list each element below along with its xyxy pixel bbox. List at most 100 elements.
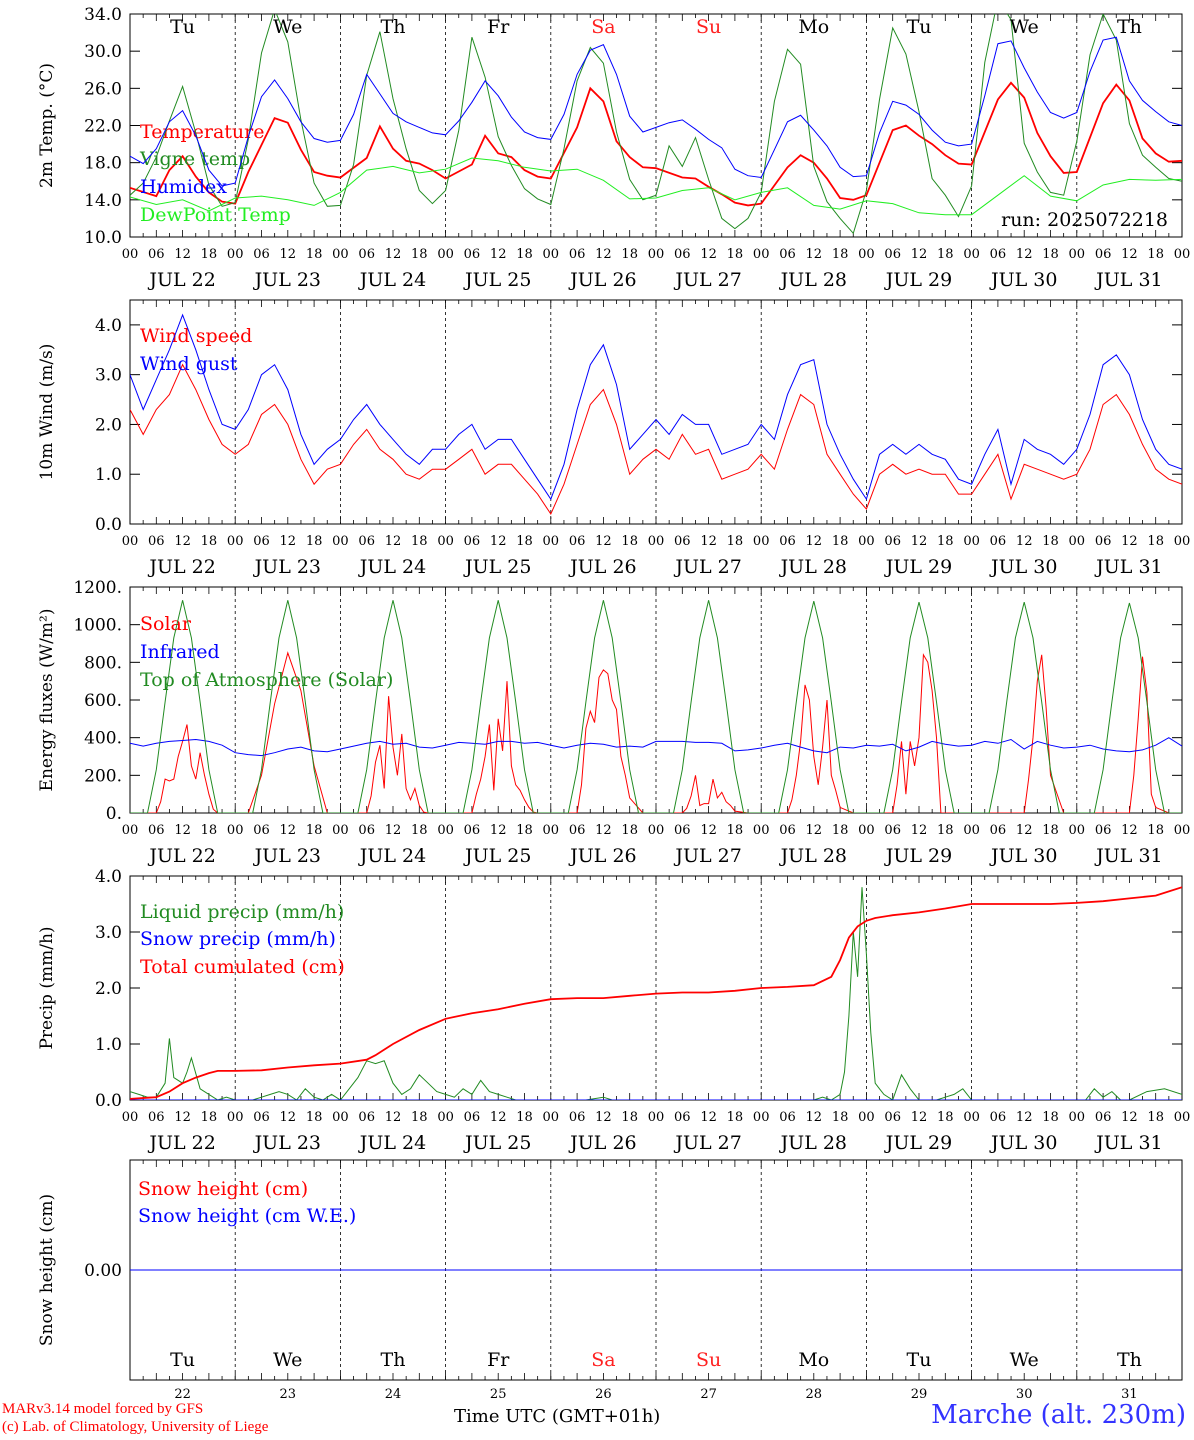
x-tick-label: 00 [332, 534, 349, 549]
x-tick-label: 12 [595, 534, 612, 549]
x-tick-label: 12 [174, 1110, 191, 1125]
x-tick-label: 00 [437, 1110, 454, 1125]
legend-entry: Solar [140, 613, 192, 635]
x-tick-label: 12 [385, 247, 402, 262]
x-tick-label: 00 [1174, 823, 1191, 838]
x-tick-label: 00 [1174, 1110, 1191, 1125]
x-tick-label: 00 [648, 1110, 665, 1125]
x-tick-label: 12 [911, 823, 928, 838]
date-label: JUL 27 [673, 1132, 741, 1154]
x-tick-label: 06 [884, 534, 901, 549]
x-tick-label: 00 [1069, 823, 1086, 838]
x-tick-label: 12 [1016, 823, 1033, 838]
date-label: JUL 30 [989, 845, 1057, 867]
x-tick-label: 18 [306, 534, 323, 549]
x-tick-label: 18 [411, 247, 428, 262]
x-tick-label: 18 [832, 247, 849, 262]
date-label: JUL 27 [673, 269, 741, 291]
x-tick-label: 18 [1147, 823, 1164, 838]
x-tick-label: 18 [201, 247, 218, 262]
x-tick-label: 00 [227, 534, 244, 549]
day-name-top: Fr [487, 16, 510, 38]
x-tick-label: 18 [201, 534, 218, 549]
y-tick-label: 10.0 [84, 228, 122, 248]
series-line [130, 886, 1182, 1100]
y-tick-label: 0.0 [95, 1091, 122, 1111]
date-label: JUL 25 [463, 269, 531, 291]
x-tick-label: 18 [727, 534, 744, 549]
y-tick-label: 22.0 [84, 117, 122, 137]
y-tick-label: 2.0 [95, 979, 122, 999]
legend-entry: Snow precip (mm/h) [140, 928, 336, 950]
date-label: JUL 23 [253, 269, 321, 291]
x-tick-label: 00 [648, 534, 665, 549]
x-tick-label: 18 [516, 247, 533, 262]
x-tick-label: 12 [595, 247, 612, 262]
x-tick-label: 12 [911, 534, 928, 549]
x-tick-label: 06 [148, 247, 165, 262]
x-tick-label: 06 [253, 1110, 270, 1125]
day-name-bottom: Fr [487, 1349, 510, 1371]
date-label: JUL 31 [1094, 269, 1162, 291]
x-tick-label: 18 [621, 247, 638, 262]
y-tick-label: 200. [84, 766, 122, 786]
x-tick-label: 00 [753, 247, 770, 262]
x-tick-label: 00 [227, 1110, 244, 1125]
x-tick-label: 12 [700, 823, 717, 838]
series-line [130, 737, 1182, 757]
series-line [130, 157, 1182, 216]
day-name-bottom: Th [381, 1349, 406, 1371]
series-line [130, 600, 1182, 813]
x-tick-label: 12 [595, 823, 612, 838]
y-tick-label: 0.0 [95, 515, 122, 535]
x-tick-label: 06 [148, 1110, 165, 1125]
x-tick-label: 18 [516, 534, 533, 549]
date-label: JUL 24 [358, 556, 426, 578]
x-tick-label: 18 [727, 247, 744, 262]
day-name-bottom: Su [696, 1349, 721, 1371]
x-tick-label: 06 [674, 1110, 691, 1125]
x-tick-label: 12 [1016, 534, 1033, 549]
x-tick-label: 00 [122, 247, 139, 262]
x-tick-label: 18 [621, 1110, 638, 1125]
x-tick-label: 06 [464, 1110, 481, 1125]
y-tick-label: 800. [84, 653, 122, 673]
x-tick-label: 00 [437, 247, 454, 262]
date-label: JUL 31 [1094, 845, 1162, 867]
y-axis-title: 10m Wind (m/s) [37, 344, 57, 481]
date-label: JUL 25 [463, 556, 531, 578]
y-tick-label: 0.00 [84, 1261, 122, 1281]
x-tick-label: 00 [543, 247, 560, 262]
x-tick-label: 06 [569, 1110, 586, 1125]
date-label: JUL 22 [147, 845, 215, 867]
y-axis-title: Energy fluxes (W/m²) [37, 609, 57, 792]
day-name-top: Tu [907, 16, 932, 38]
x-tick-label: 06 [884, 247, 901, 262]
x-tick-label: 12 [385, 823, 402, 838]
legend-entry: DewPoint Temp [140, 204, 291, 226]
x-tick-label: 18 [201, 1110, 218, 1125]
station-name: Marche (alt. 230m) [931, 1400, 1186, 1430]
y-tick-label: 14.0 [84, 191, 122, 211]
x-tick-label: 00 [858, 247, 875, 262]
date-label: JUL 29 [884, 556, 952, 578]
x-tick-label: 18 [411, 534, 428, 549]
date-label: JUL 26 [568, 269, 636, 291]
x-tick-label: 12 [911, 1110, 928, 1125]
x-tick-label: 12 [385, 1110, 402, 1125]
legend-entry: Vigne temp [139, 148, 250, 170]
day-name-top: We [273, 16, 302, 38]
series-line [130, 363, 1182, 516]
x-tick-label: 06 [1095, 1110, 1112, 1125]
day-name-bottom: Mo [798, 1349, 829, 1371]
x-tick-label: 18 [937, 1110, 954, 1125]
x-tick-label: 00 [227, 823, 244, 838]
y-tick-label: 26.0 [84, 79, 122, 99]
day-name-top: Mo [798, 16, 829, 38]
x-tick-label: 06 [990, 534, 1007, 549]
x-tick-label: 12 [174, 247, 191, 262]
x-tick-label: 00 [858, 534, 875, 549]
x-tick-label: 06 [884, 1110, 901, 1125]
x-tick-label: 00 [963, 534, 980, 549]
x-tick-label: 06 [1095, 247, 1112, 262]
